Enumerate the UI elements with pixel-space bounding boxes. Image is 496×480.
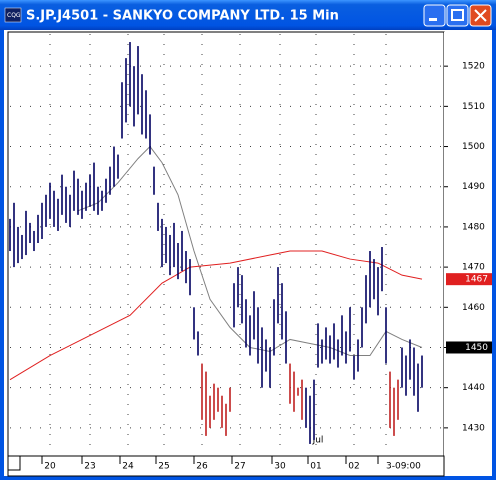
x-tick-label: 01 xyxy=(310,462,321,472)
x-tick-label: 23 xyxy=(84,462,95,472)
y-tick-label: 1480 xyxy=(462,222,485,232)
x-tick-label: 3-09:00 xyxy=(386,462,421,472)
y-tick-label: 1500 xyxy=(462,142,485,152)
x-tick-label: 20 xyxy=(44,462,56,472)
y-tick-label: 1440 xyxy=(462,383,485,393)
price-axis xyxy=(444,32,492,476)
app-icon-text: CQG xyxy=(7,12,21,19)
x-tick-label: 27 xyxy=(234,462,245,472)
x-tick-label: 25 xyxy=(158,462,169,472)
window-title: S.JP.J4501 - SANKYO COMPANY LTD. 15 Min xyxy=(26,9,339,24)
y-tick-label: 1430 xyxy=(462,423,485,433)
close-button[interactable] xyxy=(469,4,492,27)
price-box-label: 1450 xyxy=(465,343,488,353)
price-box xyxy=(446,273,492,286)
x-tick-label: 02 xyxy=(348,462,359,472)
moving-average-line xyxy=(77,145,423,357)
price-box xyxy=(446,341,492,354)
plot-area xyxy=(7,31,445,457)
y-tick-label: 1510 xyxy=(462,102,485,112)
y-tick-label: 1520 xyxy=(462,62,485,72)
app-icon[interactable] xyxy=(4,7,22,23)
y-tick-label: 1470 xyxy=(462,263,485,273)
annotation: Jul xyxy=(312,436,324,446)
x-tick-label: 30 xyxy=(274,462,286,472)
title-bar xyxy=(0,0,496,30)
time-axis xyxy=(7,455,445,477)
axis-corner-box[interactable] xyxy=(7,455,21,471)
y-tick-label: 1460 xyxy=(462,303,485,313)
plot: 1430 1440 1450 1460 1470 1480 1490 1500 1510 1520… xyxy=(9,34,492,472)
x-tick-label: 24 xyxy=(122,462,134,472)
price-box-label: 1467 xyxy=(465,275,488,285)
minimize-button[interactable] xyxy=(423,4,446,27)
x-tick-label: 26 xyxy=(196,462,208,472)
y-tick-label: 1490 xyxy=(462,182,485,192)
maximize-button[interactable] xyxy=(446,4,469,27)
